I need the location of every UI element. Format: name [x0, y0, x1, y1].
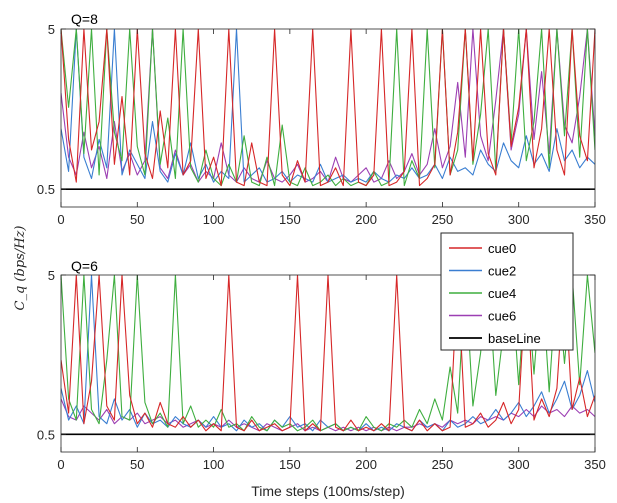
y-tick-label: 5 — [48, 22, 55, 37]
x-tick-label: 250 — [432, 457, 454, 472]
series-group — [61, 29, 595, 190]
legend-label: cue4 — [488, 286, 516, 301]
x-tick-label: 350 — [584, 212, 606, 227]
x-tick-label: 100 — [203, 457, 225, 472]
x-tick-label: 0 — [57, 457, 64, 472]
panel-title: Q=8 — [71, 11, 98, 27]
x-tick-label: 100 — [203, 212, 225, 227]
legend-entry-cue0: cue0 — [449, 241, 516, 256]
y-tick-label: 0.5 — [37, 427, 55, 442]
panel-title: Q=6 — [71, 258, 98, 274]
axes-frame — [60, 28, 596, 208]
x-tick-label: 50 — [130, 457, 144, 472]
legend-entry-baseline: baseLine — [449, 331, 541, 346]
x-tick-label: 250 — [432, 212, 454, 227]
x-tick-label: 350 — [584, 457, 606, 472]
legend-label: cue2 — [488, 264, 516, 279]
legend-box — [440, 232, 574, 351]
x-ticks: 0 50 100 150 200 250 300 350 — [57, 29, 606, 227]
x-tick-label: 300 — [508, 457, 530, 472]
axes-box — [60, 274, 596, 453]
y-tick-label: 0.5 — [37, 182, 55, 197]
legend-entry-cue2: cue2 — [449, 264, 516, 279]
panel-q6: 0 50 100 150 200 250 300 350 0.55 Q=6 — [37, 258, 606, 472]
legend-entry-cue6: cue6 — [449, 309, 516, 324]
x-tick-label: 200 — [355, 457, 377, 472]
y-axis-label: C_q (bps/Hz) — [13, 226, 28, 311]
x-tick-label: 150 — [279, 457, 301, 472]
legend-label: baseLine — [488, 331, 541, 346]
panel-q8: 0 50 100 150 200 250 300 350 0.55 Q=8 — [37, 11, 606, 227]
x-tick-label: 50 — [130, 212, 144, 227]
legend-entry-cue4: cue4 — [449, 286, 516, 301]
x-ticks: 0 50 100 150 200 250 300 350 — [57, 275, 606, 472]
legend: cue0 cue2 cue4 cue6 baseLine — [440, 232, 574, 351]
legend-label: cue6 — [488, 309, 516, 324]
y-ticks: 0.55 — [37, 22, 595, 197]
series-line-cue0 — [61, 29, 595, 187]
x-tick-label: 300 — [508, 212, 530, 227]
x-tick-label: 200 — [355, 212, 377, 227]
y-ticks: 0.55 — [37, 268, 595, 442]
x-axis-label: Time steps (100ms/step) — [251, 483, 405, 499]
y-tick-label: 5 — [48, 268, 55, 283]
axes-box — [60, 28, 596, 208]
series-line-cue0 — [61, 275, 595, 432]
legend-label: cue0 — [488, 241, 516, 256]
x-tick-label: 150 — [279, 212, 301, 227]
x-tick-label: 0 — [57, 212, 64, 227]
axes-frame — [60, 274, 596, 453]
